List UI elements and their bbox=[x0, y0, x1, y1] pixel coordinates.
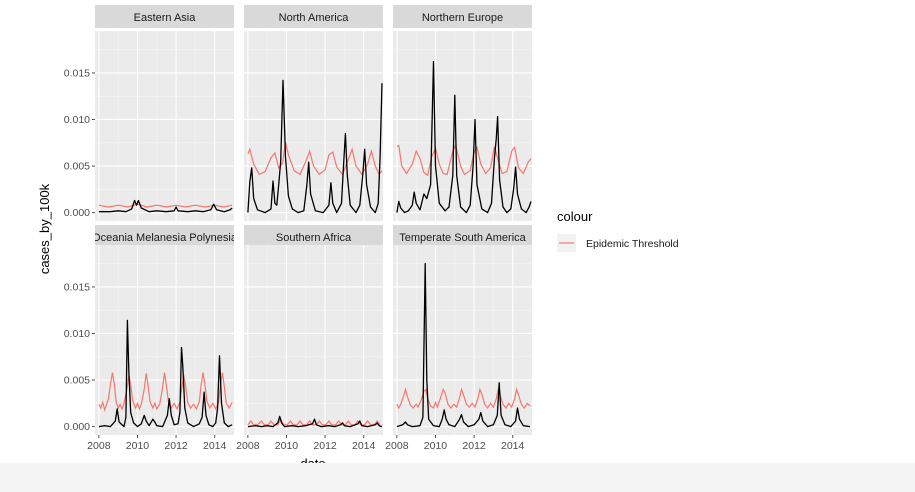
epidemic-threshold-line bbox=[396, 387, 531, 410]
facet-strip-label: Eastern Asia bbox=[134, 12, 197, 24]
y-tick-label: 0.015 bbox=[64, 67, 90, 79]
x-tick-label: 2012 bbox=[164, 440, 188, 452]
facet-strip bbox=[393, 225, 532, 248]
epidemic-threshold-line bbox=[247, 141, 383, 176]
x-tick-label: 2008 bbox=[236, 440, 260, 452]
legend-label-epidemic-threshold: Epidemic Threshold bbox=[586, 238, 679, 250]
epidemic-threshold-line bbox=[98, 203, 233, 208]
facet-panel: North America bbox=[244, 5, 383, 221]
y-tick-label: 0.000 bbox=[64, 421, 90, 433]
x-tick-label: 2010 bbox=[275, 440, 299, 452]
y-tick-label: 0.010 bbox=[64, 328, 90, 340]
y-tick-label: 0.015 bbox=[64, 281, 90, 293]
facet-panel: Temperate South America 2008 2010 2012 2014 bbox=[385, 225, 532, 452]
legend-title: colour bbox=[557, 209, 593, 224]
x-tick-label: 2012 bbox=[313, 440, 337, 452]
x-tick-label: 2014 bbox=[501, 440, 525, 452]
facet-panel: Northern Europe bbox=[393, 5, 532, 221]
x-tick-label: 2010 bbox=[424, 440, 448, 452]
y-tick-label: 0.005 bbox=[64, 161, 90, 173]
x-tick-label: 2010 bbox=[126, 440, 150, 452]
facet-strip-label: Temperate South America bbox=[399, 232, 526, 244]
x-tick-label: 2014 bbox=[203, 440, 227, 452]
cases-line bbox=[396, 262, 531, 428]
facet-strip bbox=[244, 5, 383, 28]
y-tick-label: 0.000 bbox=[64, 207, 90, 219]
x-tick-label: 2008 bbox=[385, 440, 409, 452]
cases-line bbox=[247, 79, 383, 214]
x-tick-label: 2014 bbox=[352, 440, 376, 452]
x-tick-label: 2008 bbox=[87, 440, 111, 452]
facet-strip bbox=[244, 225, 383, 248]
epidemic-threshold-line bbox=[247, 417, 381, 426]
facet-panels: Eastern Asia 0.000 0.005 0.010 0.015 North Am… bbox=[64, 5, 532, 452]
facet-strip-label: Southern Africa bbox=[276, 232, 352, 244]
y-axis-title: cases_by_100k bbox=[37, 183, 52, 274]
facet-plot-area bbox=[244, 245, 383, 435]
y-tick-label: 0.005 bbox=[64, 375, 90, 387]
facet-panel: Southern Africa 2008 2010 2012 2014 bbox=[236, 225, 383, 452]
facet-plot-area bbox=[95, 31, 234, 221]
epidemic-threshold-line bbox=[396, 143, 532, 177]
cases-line bbox=[247, 415, 383, 428]
cases-line bbox=[98, 319, 233, 428]
facet-panel: Oceania Melanesia Polynesia 0.000 0.005 0.0… bbox=[64, 225, 238, 452]
facet-plot-area bbox=[244, 31, 383, 221]
facet-strip-label: Northern Europe bbox=[422, 12, 503, 24]
facet-strip bbox=[95, 225, 234, 248]
x-tick-label: 2012 bbox=[462, 440, 486, 452]
facet-strip bbox=[95, 5, 234, 28]
facet-strip bbox=[393, 5, 532, 28]
facet-strip-label: North America bbox=[279, 12, 350, 24]
facet-panel: Eastern Asia 0.000 0.005 0.010 0.015 bbox=[64, 5, 234, 221]
facet-strip-label: Oceania Melanesia Polynesia bbox=[92, 232, 238, 244]
cases-line bbox=[396, 61, 532, 214]
epidemic-threshold-line bbox=[98, 372, 233, 412]
facet-plot-area bbox=[95, 245, 234, 435]
window-bottom-bar bbox=[0, 463, 915, 492]
legend: colour Epidemic Threshold bbox=[557, 209, 679, 252]
cases-line bbox=[98, 199, 233, 213]
y-tick-label: 0.010 bbox=[64, 114, 90, 126]
